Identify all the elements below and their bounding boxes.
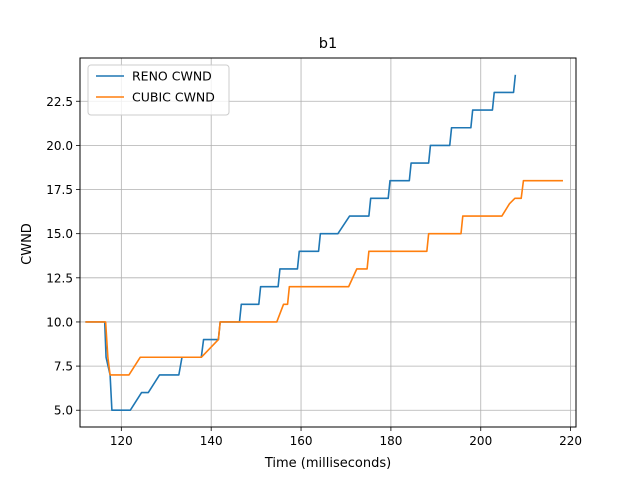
y-tick-label: 5.0 (54, 404, 73, 418)
x-tick-label: 140 (200, 434, 223, 448)
plot-frame (79, 57, 577, 428)
legend: RENO CWND CUBIC CWND (87, 64, 230, 116)
y-tick-label: 15.0 (46, 227, 73, 241)
legend-box (87, 64, 230, 116)
y-tick-label: 10.0 (46, 315, 73, 329)
y-axis-label: CWND (20, 223, 35, 265)
y-axis: 5.0 7.5 10.0 12.5 15.0 17.5 20.0 22.5 (46, 95, 80, 418)
x-tick-label: 180 (379, 434, 402, 448)
series-line-cubic-cwnd (85, 179, 563, 376)
y-tick-label: 17.5 (46, 183, 73, 197)
x-tick-label: 220 (559, 434, 582, 448)
series-line-reno-cwnd (85, 74, 517, 412)
legend-label: RENO CWND (132, 69, 212, 84)
y-tick-label: 7.5 (54, 360, 73, 374)
series-lines (85, 74, 563, 412)
chart-title: b1 (319, 36, 337, 52)
x-tick-label: 200 (469, 434, 492, 448)
y-tick-label: 12.5 (46, 271, 73, 285)
x-tick-label: 120 (110, 434, 133, 448)
x-axis-label: Time (milliseconds) (264, 456, 391, 471)
legend-label: CUBIC CWND (132, 90, 215, 105)
y-tick-label: 22.5 (46, 95, 73, 109)
x-tick-label: 160 (290, 434, 313, 448)
y-tick-label: 20.0 (46, 139, 73, 153)
x-axis: 120 140 160 180 200 220 (110, 427, 582, 448)
